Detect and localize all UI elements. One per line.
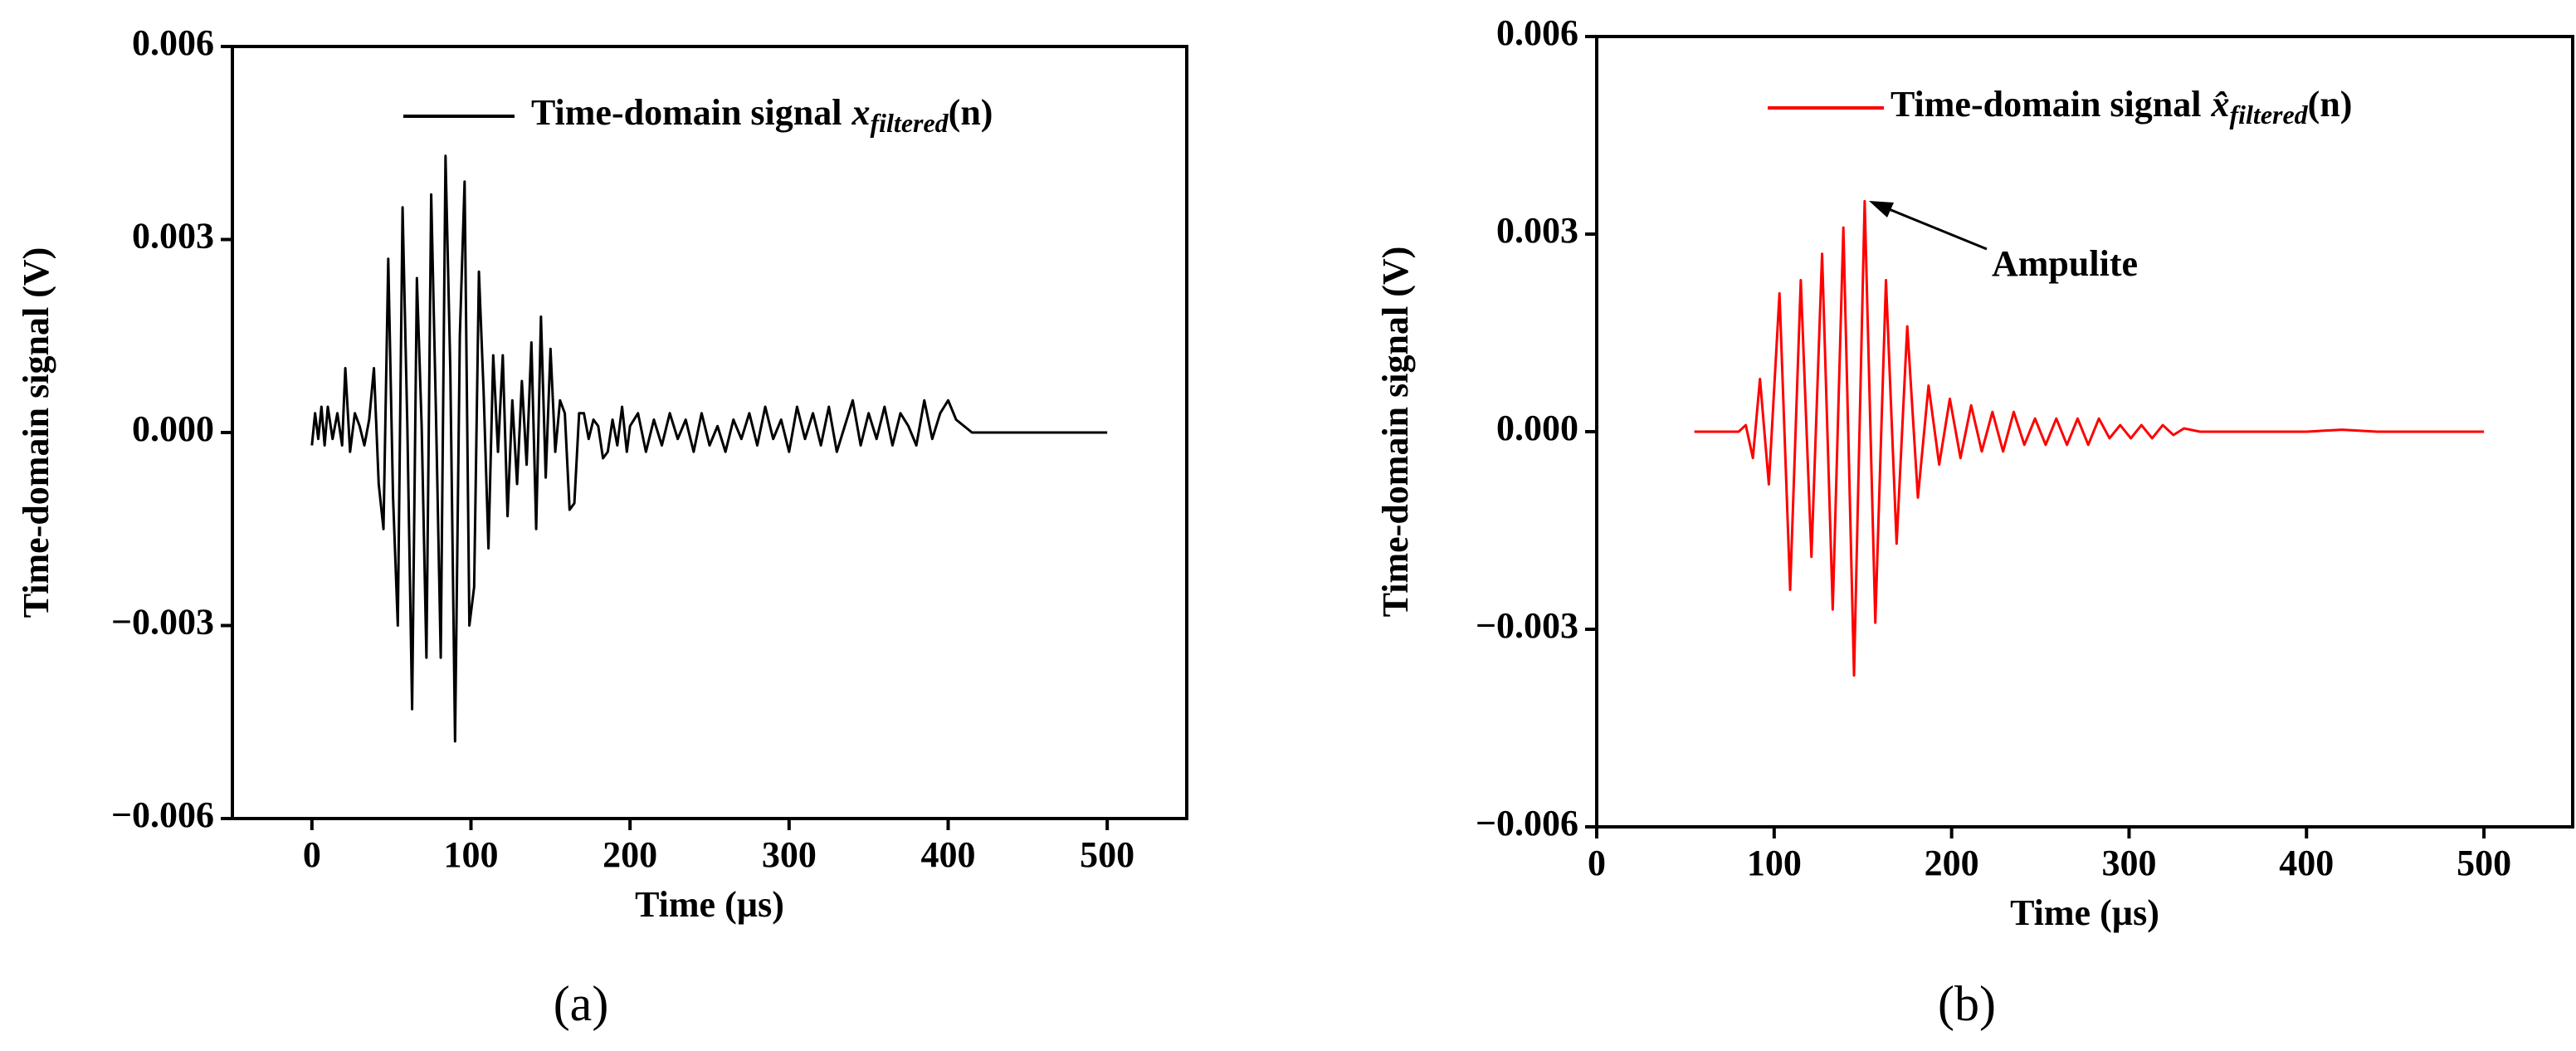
x-tick-label: 400 (921, 834, 976, 875)
panel-label: (b) (1938, 976, 1996, 1031)
legend-symbol: x̂ (2210, 84, 2229, 125)
y-tick-label: 0.006 (132, 22, 214, 63)
x-tick-label: 300 (762, 834, 817, 875)
signal-line (1694, 199, 2485, 677)
annotation: Ampulite (1992, 243, 2138, 284)
x-tick-label: 100 (1747, 843, 1802, 883)
y-tick-label: 0.003 (1496, 210, 1578, 251)
annotation-arrow (1878, 203, 1988, 251)
x-tick-label: 200 (1925, 843, 1979, 883)
x-axis-title: Time (µs) (635, 884, 784, 925)
legend-symbol: x (851, 92, 870, 133)
x-tick-label: 500 (1080, 834, 1134, 875)
y-tick-label: 0.000 (132, 408, 214, 449)
legend-name: Time-domain signal (1891, 84, 2201, 125)
y-tick-label: −0.006 (111, 794, 214, 835)
x-tick-label: 100 (444, 834, 499, 875)
y-tick-label: 0.003 (132, 216, 214, 257)
y-tick-label: 0.000 (1496, 408, 1578, 448)
x-tick-label: 500 (2456, 843, 2511, 883)
legend-subscript: filtered (2229, 100, 2308, 130)
y-axis-title: Time-domain signal (V) (1375, 247, 1416, 618)
legend-entry: Time-domain signal x̂filtered(n) (1891, 84, 2352, 130)
x-axis-title: Time (µs) (2010, 892, 2159, 933)
x-tick-label: 0 (1588, 843, 1606, 883)
y-tick-label: −0.006 (1476, 803, 1578, 843)
y-axis-title: Time-domain signal (V) (16, 247, 56, 618)
y-tick-label: −0.003 (1476, 605, 1578, 646)
panel-label: (a) (554, 976, 609, 1031)
x-tick-label: 300 (2101, 843, 2156, 883)
legend-entry: Time-domain signal xfiltered(n) (531, 92, 993, 138)
legend-argument: (n) (2308, 84, 2353, 125)
legend-argument: (n) (949, 92, 993, 133)
y-tick-label: 0.006 (1496, 12, 1578, 53)
legend-subscript: filtered (870, 108, 949, 138)
signal-line (310, 154, 1108, 743)
y-tick-label: −0.003 (111, 602, 214, 643)
x-tick-label: 0 (303, 834, 321, 875)
arrow-head (1869, 201, 1894, 218)
legend-name: Time-domain signal (531, 92, 842, 133)
x-tick-label: 400 (2279, 843, 2334, 883)
x-tick-label: 200 (603, 834, 657, 875)
